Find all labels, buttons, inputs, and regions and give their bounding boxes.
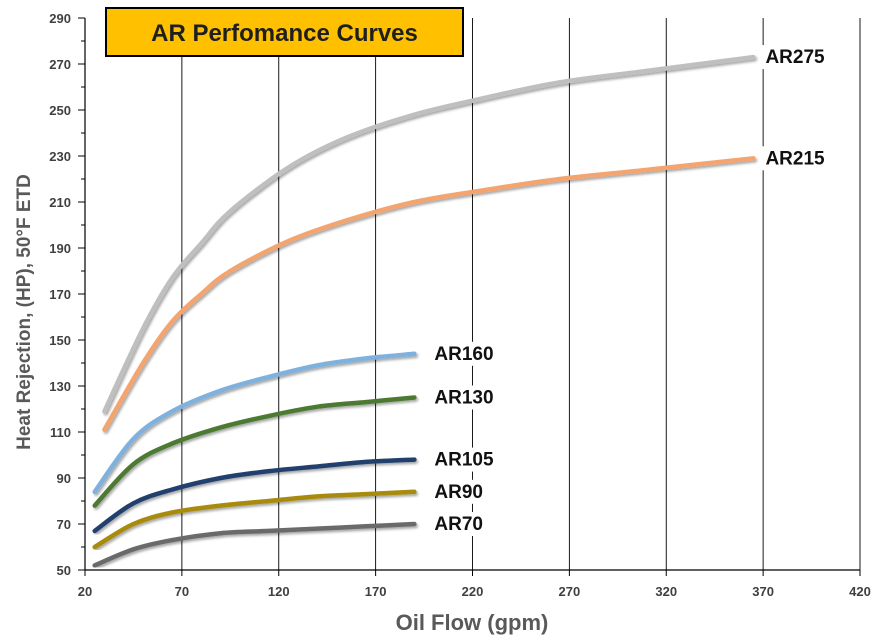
gridlines <box>181 18 861 570</box>
series-label-bg-ar160 <box>430 341 496 366</box>
y-tick-label: 70 <box>57 517 71 532</box>
series-label-bg-ar105 <box>430 447 496 472</box>
series-layer <box>92 54 756 568</box>
series-label-bg-ar70 <box>430 512 485 536</box>
chart-title-box: AR Perfomance Curves <box>105 7 464 57</box>
x-tick-label: 70 <box>175 584 189 599</box>
y-tick-label: 210 <box>49 195 71 210</box>
series-label-bg-ar275 <box>761 45 827 70</box>
series-label-ar70: AR70 <box>434 514 483 535</box>
series-label-ar160: AR160 <box>434 344 493 365</box>
x-tick-label: 120 <box>268 584 290 599</box>
y-tick-label: 50 <box>57 563 71 578</box>
series-label-ar215: AR215 <box>765 148 825 169</box>
series-label-ar275: AR275 <box>765 47 825 68</box>
y-tick-label: 230 <box>49 149 71 164</box>
y-tick-label: 110 <box>50 425 71 440</box>
x-tick-label: 270 <box>559 584 581 599</box>
y-tick-label: 170 <box>49 287 71 302</box>
x-tick-label: 170 <box>365 584 387 599</box>
series-line-ar160 <box>92 351 417 495</box>
series-line-ar90 <box>92 489 417 550</box>
x-axis-title: Oil Flow (gpm) <box>396 610 549 635</box>
x-tick-label: 220 <box>462 584 484 599</box>
y-tick-label: 270 <box>49 57 71 72</box>
series-label-bg-ar215 <box>761 146 827 171</box>
series-line-ar105 <box>92 457 417 534</box>
series-line-ar130 <box>92 395 417 508</box>
y-tick-label: 90 <box>57 471 71 486</box>
series-label-bg-ar90 <box>430 479 485 504</box>
series-labels: AR275 AR215 AR160 AR130 AR105 AR90 AR70 <box>430 45 827 536</box>
y-tick-label: 250 <box>49 103 71 118</box>
axes <box>78 17 861 576</box>
x-tick-label: 420 <box>849 584 871 599</box>
series-line-ar215 <box>102 156 756 432</box>
y-tick-label: 190 <box>49 241 71 256</box>
y-tick-label: 130 <box>49 379 71 394</box>
x-tick-label: 320 <box>655 584 677 599</box>
series-label-ar105: AR105 <box>434 450 494 471</box>
y-axis-title: Heat Rejection, (HP), 50°F ETD <box>14 174 35 450</box>
chart-title: AR Perfomance Curves <box>151 20 418 47</box>
series-label-bg-ar130 <box>430 385 496 410</box>
y-tick-label: 290 <box>49 11 71 26</box>
x-tick-label: 20 <box>78 584 92 599</box>
tick-labels: 50 70 90 110 130 150 170 190 210 230 250 270 290 20 70… <box>49 11 871 599</box>
y-tick-label: 150 <box>49 333 71 348</box>
series-line-ar275 <box>102 54 756 414</box>
series-line-ar70 <box>92 521 417 568</box>
x-tick-label: 370 <box>752 584 774 599</box>
series-label-ar130: AR130 <box>434 388 493 409</box>
series-label-ar90: AR90 <box>434 482 483 503</box>
